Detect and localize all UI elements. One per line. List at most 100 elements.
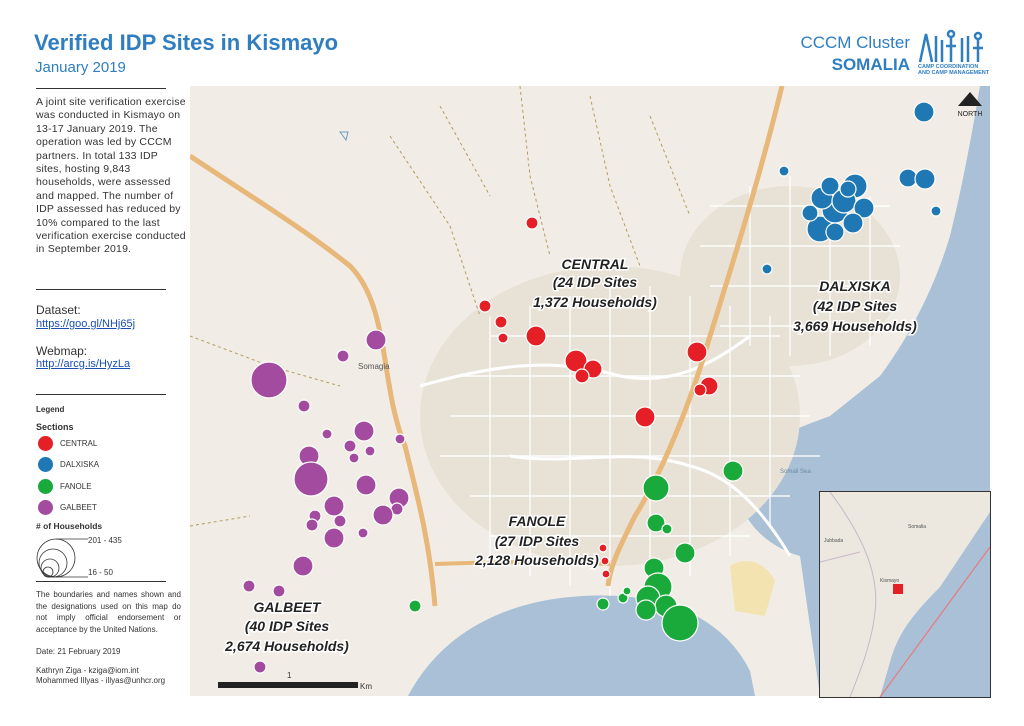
blue-dot-icon [38,457,53,472]
central-households: 1,372 Households) [533,294,657,310]
contact-2: Mohammed Illyas - illyas@unhcr.org [36,676,166,685]
divider [36,581,166,582]
site-marker [574,368,590,384]
size-legend-circles-icon [36,538,88,578]
site-marker [478,299,492,313]
scale-label-one: 1 [287,671,292,680]
site-marker [348,452,360,464]
site-marker [674,542,696,564]
site-marker [801,204,819,222]
site-marker [525,216,539,230]
cccm-logo-text: CAMP COORDINATION AND CAMP MANAGEMENT [918,64,990,76]
site-marker [853,197,875,219]
site-marker [242,579,256,593]
scale-bar [218,682,358,688]
intro-text: A joint site verification exercise was c… [36,96,186,256]
contacts: Kathryn Ziga - kziga@iom.int Mohammed Il… [36,666,186,686]
site-marker [494,315,508,329]
contact-1: Kathryn Ziga - kziga@iom.int [36,666,139,675]
divider [36,88,166,89]
webmap-link[interactable]: http://arcg.is/HyzLa [36,358,131,370]
site-marker [250,361,288,399]
site-marker [839,180,857,198]
site-marker [914,168,936,190]
site-marker [321,428,333,440]
site-marker [372,504,394,526]
site-marker [913,101,935,123]
fanole-sites [408,460,744,642]
site-marker [323,495,345,517]
map-date: Date: 21 February 2019 [36,647,121,656]
size-legend-max: 201 - 435 [88,536,122,545]
site-marker [686,341,708,363]
site-marker [661,604,699,642]
site-marker [722,460,744,482]
dataset-link[interactable]: https://goo.gl/NHj65j [36,318,136,330]
site-marker [293,461,329,497]
galbeet-sites [242,329,410,674]
site-marker [598,543,608,553]
fanole-sites-count: (27 IDP Sites [495,533,580,549]
cluster-name: CCCM Cluster [800,33,910,52]
site-marker [601,569,611,579]
site-marker [333,514,347,528]
site-marker [408,599,422,613]
site-marker [825,222,845,242]
site-marker [305,518,319,532]
scale-unit: Km [360,682,372,691]
place-label: Somagia [358,362,390,371]
fanole-label: FANOLE [509,513,566,529]
central-sites [478,216,719,579]
map-title: Verified IDP Sites in Kismayo [34,30,339,55]
country-name: SOMALIA [831,55,910,74]
galbeet-sites-count: (40 IDP Sites [245,618,330,634]
site-marker [292,555,314,577]
site-marker [842,212,864,234]
site-marker [364,445,376,457]
dalxiska-sites-count: (42 IDP Sites [813,298,898,314]
main-map[interactable]: NORTH [190,86,990,696]
galbeet-households: 2,674 Households) [224,638,349,654]
webmap-label: Webmap: [36,344,88,358]
inset-canvas: Somalia Kismayo Jubbada [819,491,991,698]
inset-label-1: Somalia [908,524,926,530]
site-marker [778,165,790,177]
disclaimer: The boundaries and names shown and the d… [36,590,181,634]
site-marker [353,420,375,442]
site-marker [323,527,345,549]
site-marker [253,660,267,674]
site-marker [355,474,377,496]
dalxiska-households: 3,669 Households) [793,318,917,334]
site-marker [634,406,656,428]
sea-label: Somali Sea [780,469,811,475]
site-marker [343,439,357,453]
map-canvas: NORTH [190,86,990,696]
site-marker [646,513,666,533]
site-marker [596,597,610,611]
red-dot-icon [38,436,53,451]
dalxiska-label: DALXISKA [819,278,891,294]
cccm-logo-icon [918,29,983,63]
galbeet-label: GALBEET [254,599,322,615]
site-marker [600,556,610,566]
site-marker [272,584,286,598]
dataset-label: Dataset: [36,303,81,317]
site-marker [820,176,840,196]
site-marker [394,433,406,445]
map-subtitle: January 2019 [35,59,126,76]
households-legend-title: # of Households [36,521,103,531]
kismayo-marker [893,584,903,594]
size-legend-min: 16 - 50 [88,568,113,577]
divider [36,289,166,290]
site-marker [898,168,918,188]
legend-title: Legend [36,405,65,414]
site-marker [297,399,311,413]
site-marker [365,329,387,351]
inset-label-2: Kismayo [880,578,899,584]
north-arrow-icon [958,92,982,106]
site-marker [635,599,657,621]
legend-sections-title: Sections [36,422,74,432]
site-marker [622,586,632,596]
dalxiska-sites [761,101,942,275]
inset-map: Somalia Kismayo Jubbada [819,491,991,698]
